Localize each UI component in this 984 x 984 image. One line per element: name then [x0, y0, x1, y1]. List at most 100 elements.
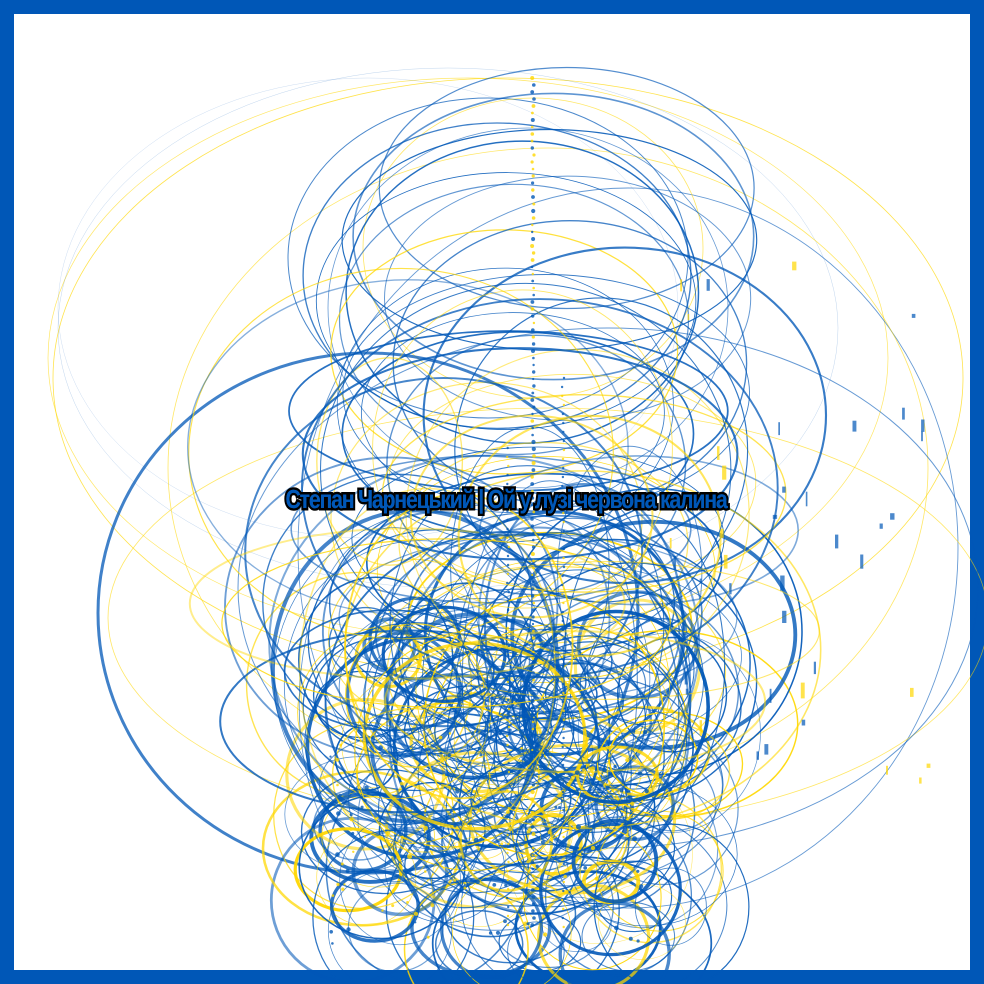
scatter-dot	[561, 386, 563, 388]
scatter-dot	[350, 813, 353, 816]
scatter-dot	[561, 395, 563, 397]
scatter-dot	[532, 783, 535, 786]
scatter-dot	[562, 782, 564, 784]
scatter-dot	[562, 845, 564, 847]
scatter-dot	[448, 754, 451, 757]
scatter-dot	[507, 447, 509, 449]
scatter-dot	[532, 630, 535, 633]
scatter-dot	[563, 530, 565, 532]
scatter-dot	[563, 377, 565, 379]
scatter-dot	[506, 717, 508, 719]
dash-mark	[757, 751, 760, 759]
scatter-dot	[583, 866, 587, 870]
scatter-dot	[339, 744, 342, 747]
scatter-dot	[504, 884, 507, 887]
dash-mark	[886, 766, 888, 775]
dash-mark	[860, 555, 863, 569]
scatter-dot	[531, 749, 533, 751]
scatter-dot	[532, 335, 535, 338]
dash-mark	[801, 683, 805, 699]
scatter-dot	[507, 753, 509, 755]
scatter-dot	[632, 729, 636, 733]
scatter-dot	[563, 449, 565, 451]
scatter-dot	[531, 665, 534, 668]
scatter-dot	[563, 719, 565, 721]
scatter-dot	[532, 832, 536, 836]
scatter-dot	[561, 800, 563, 802]
scatter-dot	[531, 909, 535, 913]
scatter-dot	[407, 854, 412, 859]
scatter-dot	[532, 447, 536, 451]
scatter-dot	[531, 146, 534, 149]
scatter-dot	[507, 924, 509, 926]
scatter-dot	[563, 539, 565, 541]
scatter-dot	[531, 328, 535, 332]
scatter-dot	[533, 644, 536, 647]
scatter-dot	[531, 699, 535, 703]
scatter-dot	[531, 300, 535, 304]
scatter-dot	[562, 746, 564, 748]
scatter-dot	[532, 364, 534, 366]
dash-mark	[770, 689, 772, 703]
scatter-dot	[532, 623, 534, 625]
scatter-dot	[526, 860, 529, 863]
scatter-dot	[629, 937, 633, 941]
cluster-ring	[442, 879, 542, 978]
scatter-dot	[478, 747, 482, 751]
scatter-dot	[361, 806, 364, 809]
dash-mark	[724, 555, 728, 569]
scatter-dot	[532, 357, 535, 360]
scatter-dot	[637, 939, 640, 942]
scatter-dot	[532, 777, 534, 779]
scatter-dot	[563, 548, 565, 550]
scatter-dot	[336, 784, 339, 787]
scatter-dot	[376, 817, 378, 819]
scatter-dot	[590, 766, 595, 771]
dash-mark	[902, 408, 905, 420]
scatter-dot	[531, 112, 534, 115]
scatter-dot	[532, 461, 536, 465]
scatter-dot	[528, 869, 531, 872]
dash-mark	[721, 529, 724, 538]
scatter-dot	[548, 830, 552, 834]
scatter-dot	[562, 431, 564, 433]
scatter-dot	[530, 244, 534, 248]
dash-mark	[700, 579, 702, 584]
scatter-dot	[508, 807, 510, 809]
scatter-dot	[562, 602, 564, 604]
scatter-dot	[532, 384, 535, 387]
dash-mark	[910, 688, 914, 697]
scatter-dot	[496, 931, 500, 935]
scatter-dot	[636, 870, 639, 873]
scatter-dot	[531, 280, 534, 283]
scatter-dot	[532, 370, 535, 373]
dash-mark	[722, 466, 726, 480]
scatter-dot	[531, 706, 534, 709]
scatter-dot	[506, 456, 508, 458]
scatter-dot	[592, 826, 595, 829]
scatter-dot	[507, 609, 509, 611]
dash-mark	[729, 583, 731, 594]
scatter-dot	[507, 555, 509, 557]
scatter-dot	[613, 834, 616, 837]
scatter-dot	[532, 342, 535, 345]
scatter-dot	[359, 740, 361, 742]
scatter-dot	[439, 736, 443, 740]
scatter-dot	[532, 468, 536, 472]
dash-mark	[685, 671, 688, 684]
scatter-dot	[630, 802, 634, 806]
dash-mark	[700, 720, 702, 736]
scatter-dot	[532, 902, 535, 905]
scatter-dot	[561, 593, 563, 595]
scatter-dot	[602, 768, 607, 773]
dash-mark	[707, 279, 710, 291]
scatter-dot	[338, 794, 342, 798]
scatter-dot	[507, 861, 509, 863]
scatter-dot	[507, 681, 509, 683]
scatter-dot	[507, 573, 509, 575]
scatter-dot	[595, 877, 599, 881]
scatter-dot	[406, 901, 409, 904]
scatter-dot	[332, 894, 335, 897]
scatter-dot	[532, 251, 535, 254]
